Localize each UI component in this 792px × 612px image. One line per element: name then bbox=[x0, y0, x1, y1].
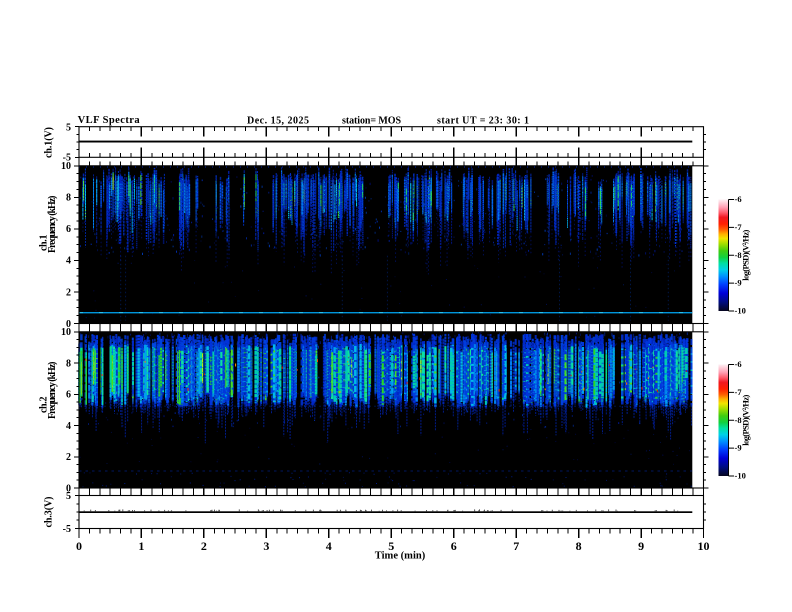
svg-text:-8: -8 bbox=[735, 250, 742, 260]
svg-text:-5: -5 bbox=[63, 524, 71, 535]
svg-text:-10: -10 bbox=[735, 306, 746, 316]
svg-text:4: 4 bbox=[66, 256, 71, 267]
svg-text:-7: -7 bbox=[735, 387, 743, 397]
svg-text:10: 10 bbox=[61, 161, 71, 172]
svg-text:ch.1(V): ch.1(V) bbox=[44, 127, 55, 158]
svg-text:ch.2: ch.2 bbox=[39, 397, 50, 414]
svg-text:-6: -6 bbox=[735, 194, 742, 204]
svg-text:4: 4 bbox=[66, 421, 71, 432]
svg-text:1: 1 bbox=[138, 539, 144, 553]
svg-text:0: 0 bbox=[66, 319, 71, 330]
svg-text:7: 7 bbox=[513, 539, 519, 553]
svg-text:8: 8 bbox=[66, 358, 71, 369]
svg-text:-9: -9 bbox=[735, 278, 742, 288]
svg-text:Time (min): Time (min) bbox=[375, 551, 426, 562]
svg-text:log(PSD)(V²/Hz): log(PSD)(V²/Hz) bbox=[741, 395, 751, 446]
svg-text:ch.1: ch.1 bbox=[39, 235, 50, 252]
svg-text:8: 8 bbox=[576, 539, 582, 553]
svg-text:6: 6 bbox=[66, 224, 71, 235]
svg-text:-7: -7 bbox=[735, 222, 743, 232]
svg-text:start UT = 23: 30: 1: start UT = 23: 30: 1 bbox=[437, 116, 529, 127]
svg-text:log(PSD)(V²/Hz): log(PSD)(V²/Hz) bbox=[741, 230, 751, 281]
svg-text:VLF Spectra: VLF Spectra bbox=[78, 115, 141, 126]
svg-text:5: 5 bbox=[66, 491, 71, 502]
svg-text:station= MOS: station= MOS bbox=[342, 116, 401, 127]
svg-text:-10: -10 bbox=[735, 471, 746, 481]
svg-text:Frequency (kHz): Frequency (kHz) bbox=[47, 362, 58, 420]
svg-text:5: 5 bbox=[66, 122, 71, 133]
svg-text:ch.3(V): ch.3(V) bbox=[44, 497, 55, 528]
svg-text:10: 10 bbox=[698, 539, 710, 553]
svg-text:4: 4 bbox=[326, 539, 332, 553]
svg-text:2: 2 bbox=[66, 452, 71, 463]
svg-text:6: 6 bbox=[451, 539, 457, 553]
svg-text:5: 5 bbox=[388, 539, 394, 553]
svg-text:9: 9 bbox=[638, 539, 644, 553]
svg-text:3: 3 bbox=[263, 539, 269, 553]
svg-text:0: 0 bbox=[66, 483, 71, 494]
svg-text:-5: -5 bbox=[63, 153, 71, 164]
svg-text:6: 6 bbox=[66, 390, 71, 401]
svg-text:10: 10 bbox=[61, 327, 71, 338]
svg-text:-6: -6 bbox=[735, 359, 742, 369]
svg-text:0: 0 bbox=[76, 539, 82, 553]
svg-text:8: 8 bbox=[66, 193, 71, 204]
svg-text:-9: -9 bbox=[735, 443, 742, 453]
svg-text:2: 2 bbox=[66, 287, 71, 298]
svg-text:Frequency (kHz): Frequency (kHz) bbox=[47, 196, 58, 254]
svg-text:-8: -8 bbox=[735, 415, 742, 425]
svg-text:2: 2 bbox=[201, 539, 207, 553]
svg-text:Dec. 15, 2025: Dec. 15, 2025 bbox=[247, 116, 309, 127]
